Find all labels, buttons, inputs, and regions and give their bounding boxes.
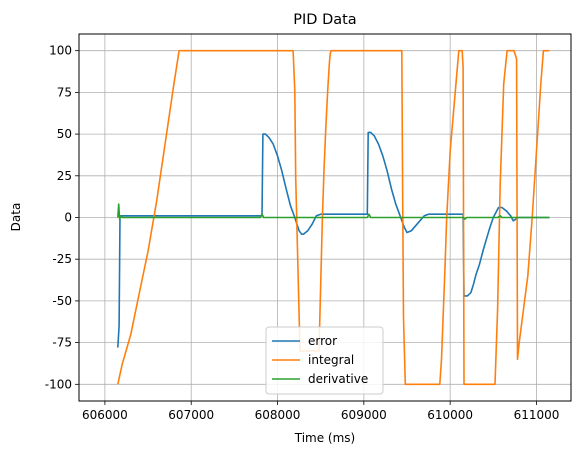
series-line-derivative (117, 203, 550, 220)
chart-title: PID Data (293, 12, 356, 28)
y-tick-label: 50 (57, 127, 72, 141)
legend: error integral derivative (265, 326, 384, 395)
y-tick-label: 100 (49, 44, 72, 58)
y-tick-label: -50 (52, 294, 72, 308)
legend-label-derivative: derivative (308, 372, 368, 386)
y-tick-label: 75 (57, 85, 72, 99)
series-line-error (117, 131, 550, 348)
x-tick-label: 609000 (341, 408, 387, 422)
x-tick-label: 610000 (427, 408, 473, 422)
x-tick-label: 611000 (514, 408, 560, 422)
y-tick-label: -100 (45, 377, 72, 391)
x-tick-label: 607000 (168, 408, 214, 422)
series-layer (117, 49, 550, 386)
y-tick-label: -75 (52, 336, 72, 350)
x-tick-label: 608000 (255, 408, 301, 422)
legend-label-integral: integral (308, 353, 354, 367)
x-axis-title: Time (ms) (294, 431, 356, 445)
x-tick-label: 606000 (82, 408, 128, 422)
y-tick-label: 0 (64, 211, 72, 225)
y-tick-label: 25 (57, 169, 72, 183)
y-axis-title: Data (9, 203, 23, 232)
tick-layer: 606000 607000 608000 609000 610000 611000 -100… (45, 44, 560, 422)
series-line-integral (117, 49, 550, 386)
legend-label-error: error (308, 334, 337, 348)
y-tick-label: -25 (52, 252, 72, 266)
legend-box (265, 326, 384, 395)
